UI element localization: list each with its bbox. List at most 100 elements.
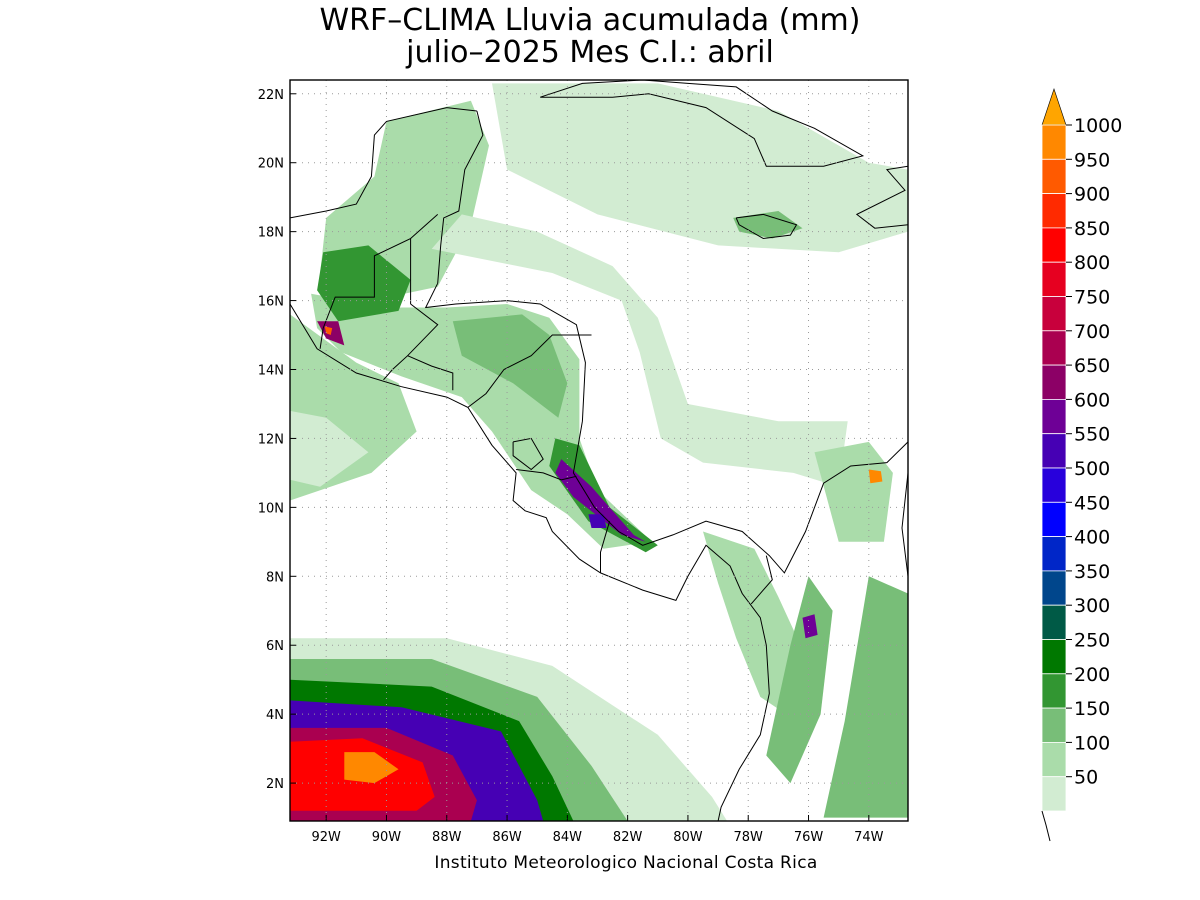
colorbar-swatch [1041, 398, 1067, 435]
line-hispaniola [855, 165, 908, 229]
lat-tick-label: 16N [258, 295, 284, 310]
rain-area-colombia-north [814, 441, 893, 542]
longitude-axis: 92W 90W 88W 86W 84W 82W 80W 78W 76W 74W [311, 815, 884, 845]
colorbar-swatch [1041, 296, 1067, 332]
colorbar-swatch [1041, 124, 1067, 160]
line-yucatan-east-coast [437, 110, 484, 284]
colorbar-swatch [1041, 227, 1067, 263]
colorbar-swatch [1041, 536, 1067, 572]
rainfall-fields [290, 83, 908, 821]
line-cuba [540, 80, 865, 167]
colorbar-label: 250 [1074, 630, 1110, 652]
colorbar-label: 350 [1074, 561, 1110, 583]
colorbar-swatch [1041, 364, 1067, 400]
line-border-hn-ni [467, 334, 592, 408]
map-title: WRF–CLIMA Lluvia acumulada (mm) [319, 3, 861, 38]
line-maracaibo-venezuela [907, 435, 908, 515]
rain-area-guatemala-core [317, 245, 411, 322]
lat-tick-label: 8N [266, 570, 284, 585]
colorbar-label: 600 [1074, 389, 1110, 411]
colorbar-swatch [1041, 433, 1067, 469]
lat-tick-label: 4N [266, 708, 284, 723]
colorbar-swatch [1041, 742, 1067, 778]
line-border-mx-bz [410, 214, 439, 239]
colorbar-label: 300 [1074, 595, 1110, 617]
lat-lon-grid [290, 80, 908, 821]
colorbar-label: 150 [1074, 698, 1110, 720]
lon-tick-label: 86W [492, 830, 522, 845]
colorbar-swatch [1041, 707, 1067, 743]
colorbar-label: 200 [1074, 664, 1110, 686]
colorbar-label: 800 [1074, 252, 1110, 274]
colorbar-bottom-extension [1041, 810, 1051, 842]
rain-area-pacific-plume-inner [290, 410, 369, 487]
line-border-cr-pa [600, 521, 611, 573]
rain-area-gulf-honduras-plume [431, 214, 848, 487]
line-caribbean-coast [424, 283, 908, 574]
colorbar-label: 550 [1074, 424, 1110, 446]
colorbar-swatch [1041, 501, 1067, 537]
lat-tick-label: 14N [258, 364, 284, 379]
lat-tick-label: 2N [266, 777, 284, 792]
line-mexico-gulf-coast [290, 107, 477, 219]
lon-tick-label: 76W [794, 830, 824, 845]
lat-tick-label: 10N [258, 501, 284, 516]
lat-tick-label: 20N [258, 157, 284, 172]
lon-tick-label: 90W [372, 830, 402, 845]
colorbar-swatch [1041, 193, 1067, 229]
line-border-hn-sv [407, 355, 454, 391]
colorbar-swatch [1041, 673, 1067, 709]
colorbar-label: 400 [1074, 527, 1110, 549]
colorbar-label: 100 [1074, 732, 1110, 754]
colorbar-label: 750 [1074, 287, 1110, 309]
rain-area-nicaragua-pacific-spot [588, 514, 607, 528]
colorbar-swatch [1041, 604, 1067, 640]
lat-tick-label: 12N [258, 432, 284, 447]
lon-tick-label: 88W [432, 830, 462, 845]
lon-tick-label: 92W [311, 830, 341, 845]
rain-area-choco-spot [802, 614, 818, 639]
lon-tick-label: 80W [673, 830, 703, 845]
colorbar-label: 650 [1074, 355, 1110, 377]
lat-tick-label: 22N [258, 88, 284, 103]
colorbar-label: 900 [1074, 184, 1110, 206]
lat-tick-label: 6N [266, 639, 284, 654]
colorbar-swatch [1041, 467, 1067, 503]
colorbar-swatch [1041, 330, 1067, 366]
map-frame [289, 79, 909, 822]
colorbar-swatch [1041, 261, 1067, 297]
colorbar-label: 50 [1074, 767, 1098, 789]
line-border-pa-co [750, 555, 773, 605]
lat-tick-label: 18N [258, 226, 284, 241]
line-border-ni-cr [516, 469, 577, 481]
rain-area-caribbean-north [492, 83, 908, 253]
lon-tick-label: 84W [553, 830, 583, 845]
rain-area-caribbean-slope-band [549, 438, 658, 553]
line-lake-nicaragua [512, 437, 544, 471]
rain-area-pacific-south-core [344, 752, 399, 784]
institution-credit: Instituto Meteorologico Nacional Costa R… [434, 853, 818, 873]
colorbar-label: 950 [1074, 149, 1110, 171]
colorbar-swatch [1041, 776, 1067, 812]
line-border-co-ve [901, 472, 908, 577]
rain-area-maracaibo-hotspot [868, 469, 883, 484]
colorbar-label: 500 [1074, 458, 1110, 480]
lon-tick-label: 78W [734, 830, 764, 845]
colorbar-swatch [1041, 158, 1067, 195]
line-jamaica [735, 213, 798, 240]
rain-area-darien-colombia [703, 531, 809, 722]
colorbar-swatch [1041, 570, 1067, 606]
lon-tick-label: 82W [613, 830, 643, 845]
colorbar-label: 850 [1074, 218, 1110, 240]
colorbar-legend: 1000 950 900 850 800 750 700 650 600 550 500 450 400… [1041, 88, 1122, 842]
colorbar-label: 1000 [1074, 115, 1122, 137]
colorbar-label: 450 [1074, 492, 1110, 514]
latitude-axis: 22N 20N 18N 16N 14N 12N 10N 8N 6N 4N 2N [258, 88, 296, 792]
rain-area-colombia-east [823, 576, 908, 818]
lon-tick-label: 74W [854, 830, 884, 845]
colorbar-label: 700 [1074, 321, 1110, 343]
coastlines-and-borders [290, 80, 908, 821]
colorbar-swatch [1041, 639, 1067, 675]
map-subtitle: julio–2025 Mes C.I.: abril [406, 35, 774, 70]
